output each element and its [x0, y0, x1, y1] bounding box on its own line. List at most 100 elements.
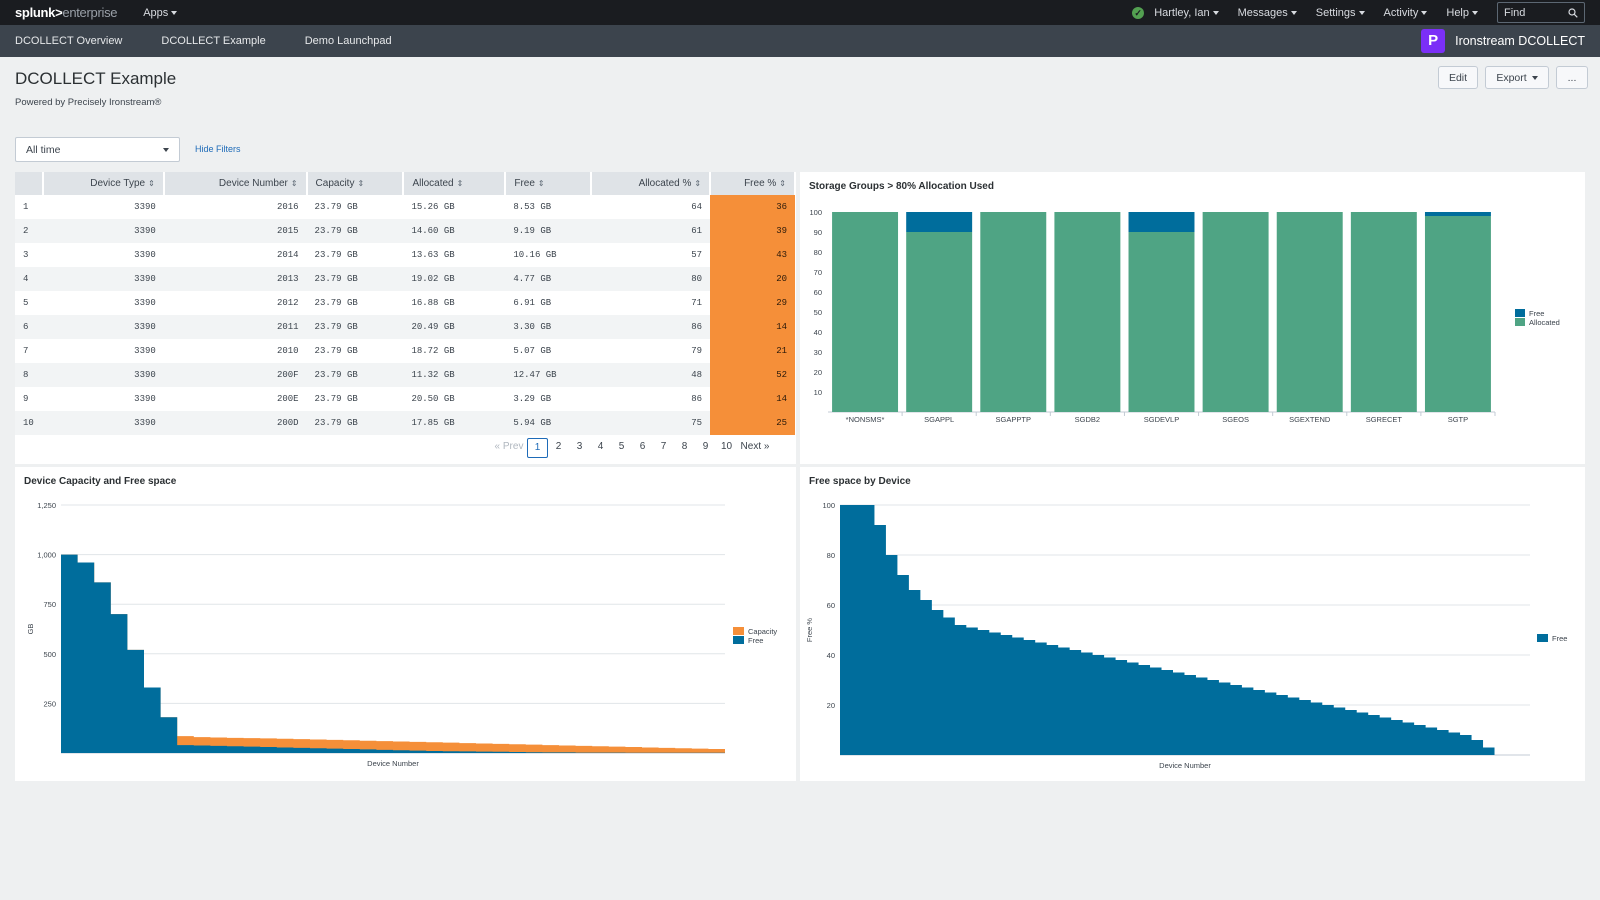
col-header-capacity[interactable]: Capacity ⇕	[306, 172, 405, 195]
hide-filters-link[interactable]: Hide Filters	[195, 144, 241, 154]
cell-capacity: 23.79 GB	[314, 250, 358, 260]
cell-allocated: 20.50 GB	[411, 394, 455, 404]
pager-page-9[interactable]: 9	[702, 441, 709, 452]
pager-page-10[interactable]: 10	[720, 441, 733, 452]
col-header-free-pct[interactable]: Free % ⇕	[710, 172, 796, 195]
col-header-free[interactable]: Free ⇕	[505, 172, 593, 195]
cell-allocated: 15.26 GB	[411, 202, 455, 212]
area-free	[61, 554, 725, 753]
table-row[interactable]: 6 3390 2011 23.79 GB 20.49 GB 3.30 GB 86 14	[15, 315, 795, 339]
nav-dcollect-example[interactable]: DCOLLECT Example	[161, 35, 266, 47]
pager-page-5[interactable]: 5	[618, 441, 625, 452]
user-menu[interactable]: Hartley, Ian	[1154, 7, 1219, 19]
pager-prev[interactable]: « Prev	[494, 441, 524, 452]
table-header-row: Device Type ⇕ Device Number ⇕ Capacity ⇕ Al…	[15, 172, 796, 195]
sort-icon: ⇕	[148, 179, 155, 188]
table-row[interactable]: 8 3390 200F 23.79 GB 11.32 GB 12.47 GB 48 52	[15, 363, 795, 387]
app-brand[interactable]: P Ironstream DCOLLECT	[1421, 29, 1585, 53]
cell-row-index: 5	[23, 298, 29, 308]
edit-button[interactable]: Edit	[1438, 66, 1478, 89]
col-header-index	[15, 172, 44, 195]
y-tick-label: 100	[809, 208, 822, 217]
storage-groups-title: Storage Groups > 80% Allocation Used	[809, 181, 994, 192]
chevron-down-icon	[1421, 10, 1428, 15]
sort-icon: ⇕	[357, 179, 365, 188]
y-tick-label: 30	[814, 348, 822, 357]
cell-allocated-pct: 75	[591, 411, 711, 435]
cell-free: 9.19 GB	[505, 219, 592, 243]
find-input[interactable]: Find	[1497, 2, 1585, 23]
splunk-logo[interactable]: splunk>enterprise	[15, 5, 118, 20]
cell-device-type: 3390	[134, 202, 156, 212]
pager-page-3[interactable]: 3	[576, 441, 583, 452]
export-button[interactable]: Export	[1485, 66, 1549, 89]
cell-free: 5.94 GB	[505, 411, 592, 435]
legend-swatch-free	[733, 636, 744, 644]
bar-free	[906, 212, 973, 232]
ironstream-logo-icon: P	[1421, 29, 1446, 53]
cell-device-type: 3390	[134, 250, 156, 260]
table-row[interactable]: 10 3390 200D 23.79 GB 17.85 GB 5.94 GB 75 25	[15, 411, 795, 435]
cell-device-number: 200F	[163, 363, 307, 387]
table-row[interactable]: 3 3390 2014 23.79 GB 13.63 GB 10.16 GB 57 43	[15, 243, 795, 267]
pager-next[interactable]: Next »	[740, 441, 770, 452]
table-row[interactable]: 9 3390 200E 23.79 GB 20.50 GB 3.29 GB 86 14	[15, 387, 795, 411]
pager-page-7[interactable]: 7	[660, 441, 667, 452]
legend-swatch-capacity	[733, 627, 744, 635]
time-range-picker[interactable]: All time	[15, 137, 180, 162]
cell-free-pct: 29	[710, 291, 795, 315]
y-axis-label: Free %	[805, 618, 814, 643]
activity-menu[interactable]: Activity	[1384, 7, 1428, 19]
legend-label-free: Free	[1552, 634, 1567, 643]
cell-device-number: 2012	[276, 298, 299, 308]
pager-page-8[interactable]: 8	[681, 441, 688, 452]
x-tick-label: SGTP	[1448, 415, 1468, 424]
pager-page-6[interactable]: 6	[639, 441, 646, 452]
nav-dcollect-overview[interactable]: DCOLLECT Overview	[15, 35, 123, 47]
cell-allocated-pct: 61	[591, 219, 711, 243]
chevron-down-icon	[1212, 10, 1219, 15]
check-circle-icon[interactable]: ✓	[1132, 6, 1145, 19]
cell-row-index: 10	[15, 411, 43, 435]
col-header-device-number[interactable]: Device Number ⇕	[163, 172, 308, 195]
chevron-down-icon	[1290, 10, 1297, 15]
col-header-device-type[interactable]: Device Type ⇕	[42, 172, 165, 195]
bar-free	[1424, 212, 1491, 216]
cell-allocated: 16.88 GB	[411, 298, 455, 308]
cell-free-pct: 21	[710, 339, 795, 363]
dashboard-subtitle: Powered by Precisely Ironstream®	[15, 97, 162, 108]
free-space-chart-title: Free space by Device	[809, 476, 911, 487]
y-tick-label: 20	[814, 368, 822, 377]
more-actions-button[interactable]: ...	[1556, 66, 1588, 89]
legend-swatch-free	[1537, 634, 1548, 642]
pager-page-4[interactable]: 4	[597, 441, 604, 452]
pager-page-1[interactable]: 1	[527, 438, 548, 458]
table-row[interactable]: 1 3390 2016 23.79 GB 15.26 GB 8.53 GB 64 36	[15, 195, 795, 219]
messages-menu[interactable]: Messages	[1238, 7, 1297, 19]
x-axis-label: Device Number	[367, 759, 419, 768]
help-menu[interactable]: Help	[1446, 7, 1478, 19]
apps-menu[interactable]: Apps	[143, 7, 178, 19]
cell-allocated: 17.85 GB	[403, 411, 506, 435]
cell-free: 10.16 GB	[513, 250, 557, 260]
table-row[interactable]: 4 3390 2013 23.79 GB 19.02 GB 4.77 GB 80 20	[15, 267, 795, 291]
col-header-allocated-pct[interactable]: Allocated % ⇕	[591, 172, 712, 195]
cell-free: 3.30 GB	[505, 315, 592, 339]
area-free	[840, 505, 1506, 755]
pager-page-2[interactable]: 2	[555, 441, 562, 452]
settings-menu[interactable]: Settings	[1316, 7, 1365, 19]
y-tick-label: 250	[43, 699, 56, 708]
table-row[interactable]: 7 3390 2010 23.79 GB 18.72 GB 5.07 GB 79 21	[15, 339, 795, 363]
top-bar: splunk>enterprise Apps ✓ Hartley, Ian Me…	[0, 0, 1600, 25]
cell-device-number: 2010	[276, 346, 299, 356]
cell-capacity: 23.79 GB	[314, 346, 358, 356]
table-row[interactable]: 5 3390 2012 23.79 GB 16.88 GB 6.91 GB 71 29	[15, 291, 795, 315]
nav-demo-launchpad[interactable]: Demo Launchpad	[304, 35, 392, 47]
cell-free: 12.47 GB	[505, 363, 592, 387]
bar-allocated	[1202, 212, 1269, 412]
cell-device-number: 2015	[163, 219, 307, 243]
col-header-allocated[interactable]: Allocated ⇕	[403, 172, 507, 195]
table-row[interactable]: 2 3390 2015 23.79 GB 14.60 GB 9.19 GB 61 39	[15, 219, 795, 243]
x-tick-label: *NONSMS*	[846, 415, 885, 424]
cell-device-number: 2014	[276, 250, 299, 260]
